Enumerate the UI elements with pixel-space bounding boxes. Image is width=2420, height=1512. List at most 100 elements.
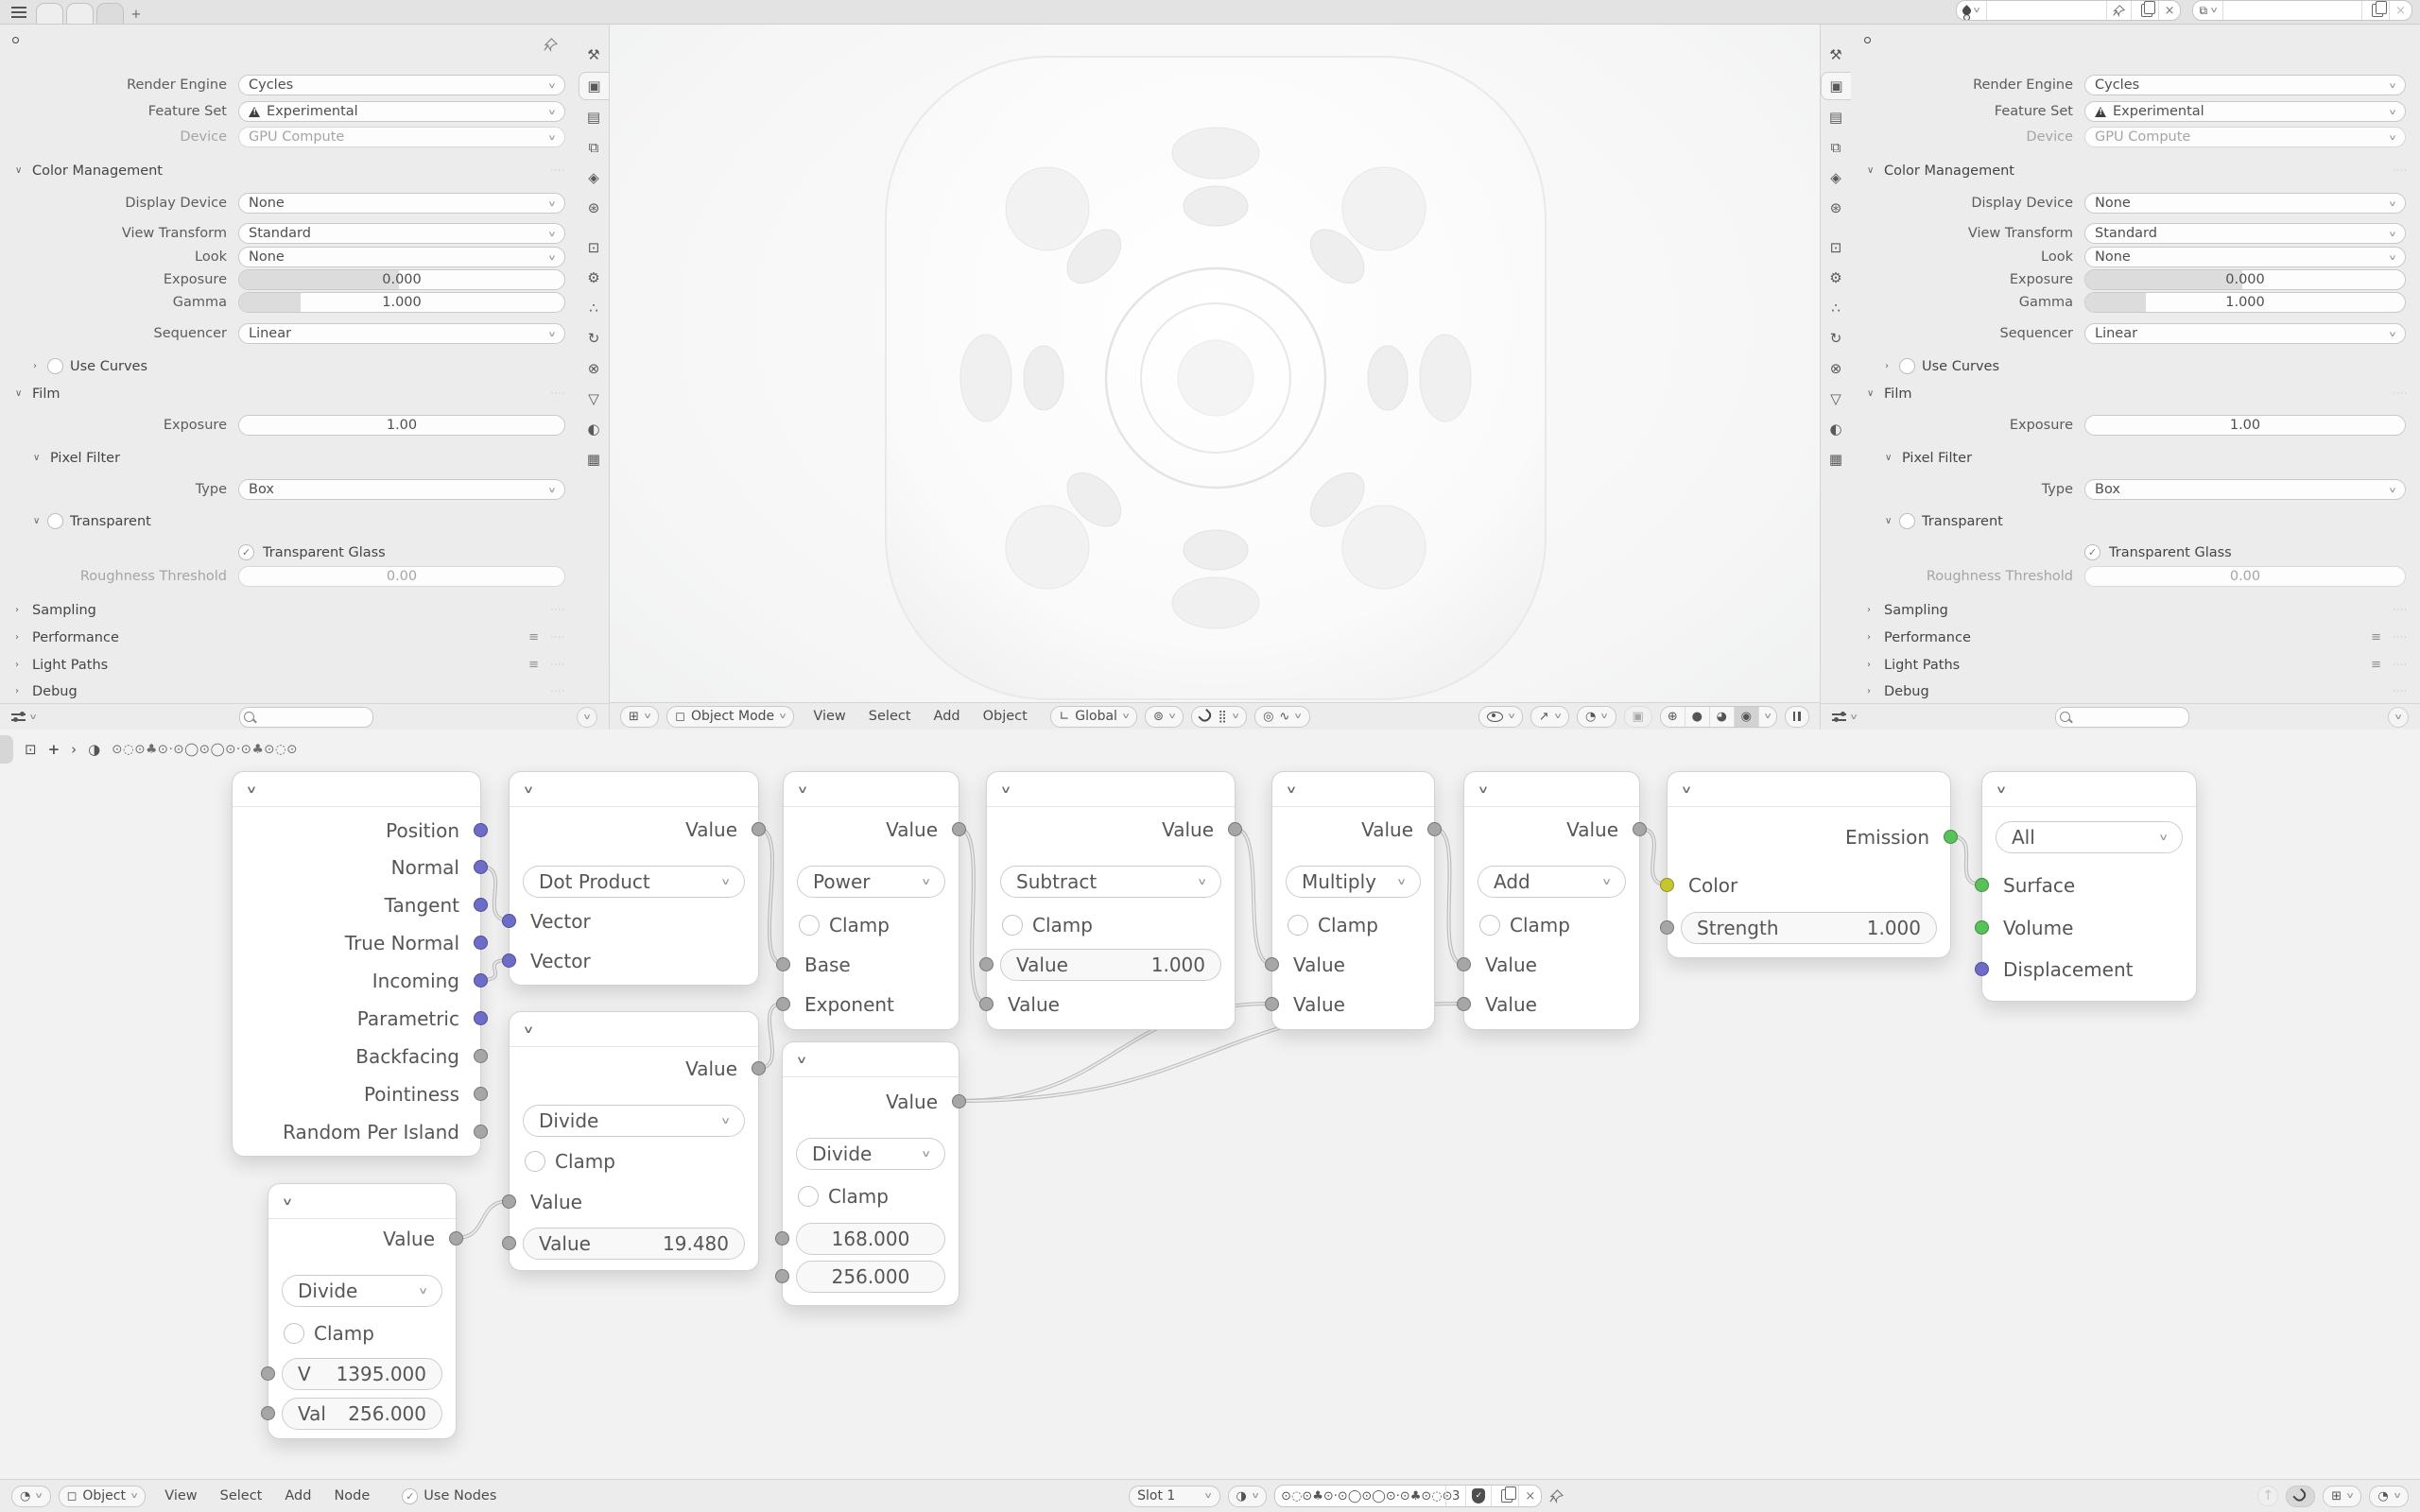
node-value-slider[interactable]: 256.000 (796, 1261, 945, 1293)
3d-viewport[interactable]: ⊞ ∨ ◻ Object Mode ∨ View Select Add Object ∟ Gl… (609, 25, 1820, 730)
input-socket-base[interactable] (776, 957, 790, 971)
properties-tab-tool[interactable]: ⚒ (1829, 46, 1842, 63)
scene-icon[interactable]: ∨ (1957, 1, 1986, 20)
shader-editor-menu-select[interactable]: Select (219, 1488, 263, 1503)
properties-tab-physics[interactable]: ↻ (1829, 330, 1842, 347)
expand-button[interactable]: ∨ (576, 706, 597, 728)
properties-tab-scene[interactable]: ◈ (1830, 169, 1841, 186)
properties-tab-view-layer[interactable]: ⧉ (1830, 139, 1841, 156)
use-nodes-checkbox[interactable]: ✓ Use Nodes (402, 1487, 496, 1504)
output-socket-parametric[interactable] (474, 1011, 488, 1025)
copy-icon[interactable] (1491, 1486, 1518, 1506)
input-socket-value[interactable] (502, 1194, 516, 1209)
shading-dropdown[interactable]: ∨ (1757, 706, 1776, 727)
prop-dropdown-type[interactable]: Box ∨ (238, 479, 565, 500)
input-socket-color[interactable] (1660, 878, 1674, 892)
pin-icon[interactable] (1549, 1488, 1564, 1503)
move-icon[interactable]: + (47, 741, 60, 758)
copy-icon[interactable] (2130, 1, 2158, 20)
overlays-dropdown[interactable]: ◔ ∨ (2369, 1485, 2409, 1507)
node-material-output[interactable]: ∨ All ∨ Surface Volume Displacement (1975, 771, 2197, 1002)
node-collapse-header[interactable]: ∨ (987, 772, 1235, 807)
output-socket-value[interactable] (752, 1061, 766, 1075)
input-socket-volume[interactable] (1975, 920, 1989, 935)
panel-handle[interactable] (0, 735, 13, 764)
node-collapse-header[interactable]: ∨ (268, 1184, 456, 1219)
output-socket-normal[interactable] (474, 860, 488, 874)
prop-dropdown-render-engine[interactable]: Cycles ∨ (2084, 75, 2406, 95)
prop-row-use-curves[interactable]: › Use Curves (1885, 358, 2000, 374)
node-value-slider[interactable]: Value 19.480 (523, 1228, 745, 1260)
prop-slider-gamma[interactable]: 1.000 (2084, 292, 2406, 313)
prop-dropdown-feature-set[interactable]: Experimental∨ (2084, 101, 2406, 122)
checkbox-use-curves[interactable] (47, 358, 63, 374)
checkbox-transparent[interactable] (1899, 513, 1915, 529)
input-socket-value[interactable] (502, 1236, 516, 1250)
expand-button[interactable]: ∨ (2387, 706, 2409, 728)
workspace-tab-2[interactable] (66, 3, 94, 24)
output-socket-position[interactable] (474, 823, 488, 837)
prop-dropdown-look[interactable]: None ∨ (2084, 247, 2406, 267)
prop-dropdown-view-transform[interactable]: Standard ∨ (238, 223, 565, 244)
prop-row-light-paths[interactable]: › Light Paths ≡ ···· (0, 654, 579, 677)
node-dropdown-divide[interactable]: Divide ∨ (796, 1138, 945, 1170)
prop-dropdown-render-engine[interactable]: Cycles ∨ (238, 75, 565, 95)
output-socket-value[interactable] (1228, 822, 1242, 836)
properties-tab-scene[interactable]: ◈ (588, 169, 599, 186)
prop-dropdown-sequencer[interactable]: Linear ∨ (2084, 323, 2406, 344)
shader-editor-menu-node[interactable]: Node (334, 1488, 371, 1503)
prop-row-use-curves[interactable]: › Use Curves (33, 358, 148, 374)
input-socket-exponent[interactable] (776, 997, 790, 1011)
input-socket-value[interactable] (979, 957, 994, 971)
properties-tab-constraints[interactable]: ⊗ (1829, 360, 1842, 377)
checkbox-clamp[interactable] (799, 915, 820, 936)
viewport-menu-view[interactable]: View (813, 709, 846, 724)
mode-dropdown[interactable]: ◻ Object Mode ∨ (666, 705, 795, 728)
node-math-power[interactable]: ∨ Value Power ∨ Clamp Base Exponent (776, 771, 966, 1030)
output-socket-pointiness[interactable] (474, 1087, 488, 1101)
prop-row-film[interactable]: ∨ Film ···· (1852, 383, 2420, 405)
properties-tab-material[interactable]: ◐ (587, 421, 600, 438)
checkbox-transparent-glass[interactable]: ✓ (2084, 544, 2100, 560)
shading-solid-button[interactable]: ● (1684, 706, 1709, 727)
snap-toggle[interactable] (2286, 1485, 2316, 1507)
node-dropdown-subtract[interactable]: Subtract ∨ (1000, 866, 1221, 898)
output-socket-value[interactable] (952, 1094, 966, 1108)
node-collapse-header[interactable]: ∨ (1464, 772, 1639, 807)
prop-row-debug[interactable]: › Debug ···· (1852, 680, 2420, 703)
prop-dropdown-display-device[interactable]: None ∨ (2084, 193, 2406, 214)
checkbox-clamp[interactable] (798, 1186, 819, 1207)
prop-row-transparent[interactable]: ∨ Transparent (1885, 513, 2003, 529)
view-layer-icon[interactable]: ⧉ ∨ (2199, 3, 2219, 17)
proportional-editing-dropdown[interactable]: ◎ ∿ ∨ (1254, 705, 1310, 728)
output-socket-value[interactable] (1427, 822, 1442, 836)
node-geometry[interactable]: ∨ Position Normal Tangent True Normal Incomin… (232, 771, 488, 1157)
input-socket-vector[interactable] (502, 914, 516, 928)
properties-tab-world[interactable]: ⊛ (587, 199, 600, 216)
properties-tab-texture[interactable]: ▦ (586, 451, 601, 468)
node-dropdown-dot-product[interactable]: Dot Product ∨ (523, 866, 745, 898)
prop-slider-exposure[interactable]: 0.000 (2084, 269, 2406, 290)
prop-slider-exposure[interactable]: 1.00 (2084, 415, 2406, 436)
node-math-divide-19[interactable]: ∨ Value Divide ∨ Clamp Value Value 19.480 (502, 1011, 766, 1271)
view-layer-name-input[interactable] (2229, 3, 2357, 18)
copy-icon[interactable] (2361, 1, 2389, 20)
node-collapse-header[interactable]: ∨ (1272, 772, 1434, 807)
output-socket-tangent[interactable] (474, 898, 488, 912)
prop-dropdown-display-device[interactable]: None ∨ (238, 193, 565, 214)
slot-dropdown[interactable]: Slot 1 ∨ (1129, 1485, 1220, 1507)
node-value-slider[interactable]: Strength 1.000 (1681, 912, 1937, 944)
prop-slider-roughness-threshold[interactable]: 0.00 (238, 566, 565, 587)
output-socket-incoming[interactable] (474, 973, 488, 988)
snap-dropdown[interactable]: ⣿ ∨ (1191, 705, 1248, 728)
node-value-slider[interactable]: 168.000 (796, 1223, 945, 1255)
prop-row-sampling[interactable]: › Sampling ···· (0, 599, 579, 622)
node-math-divide-168-256[interactable]: ∨ Value Divide ∨ Clamp 168.000 256.000 (775, 1041, 966, 1306)
node-math-divide-1395-256[interactable]: ∨ Value Divide ∨ Clamp V 1395.000 Val 256.000 (261, 1183, 463, 1439)
properties-tab-particles[interactable]: ∴ (589, 300, 598, 317)
input-socket-value[interactable] (1457, 957, 1471, 971)
prop-row-light-paths[interactable]: › Light Paths ≡ ···· (1852, 654, 2420, 677)
orientation-dropdown[interactable]: ∟ Global ∨ (1050, 705, 1138, 728)
editor-type-button[interactable]: ∨ (1832, 712, 1858, 722)
checkbox-clamp[interactable] (1288, 915, 1308, 936)
